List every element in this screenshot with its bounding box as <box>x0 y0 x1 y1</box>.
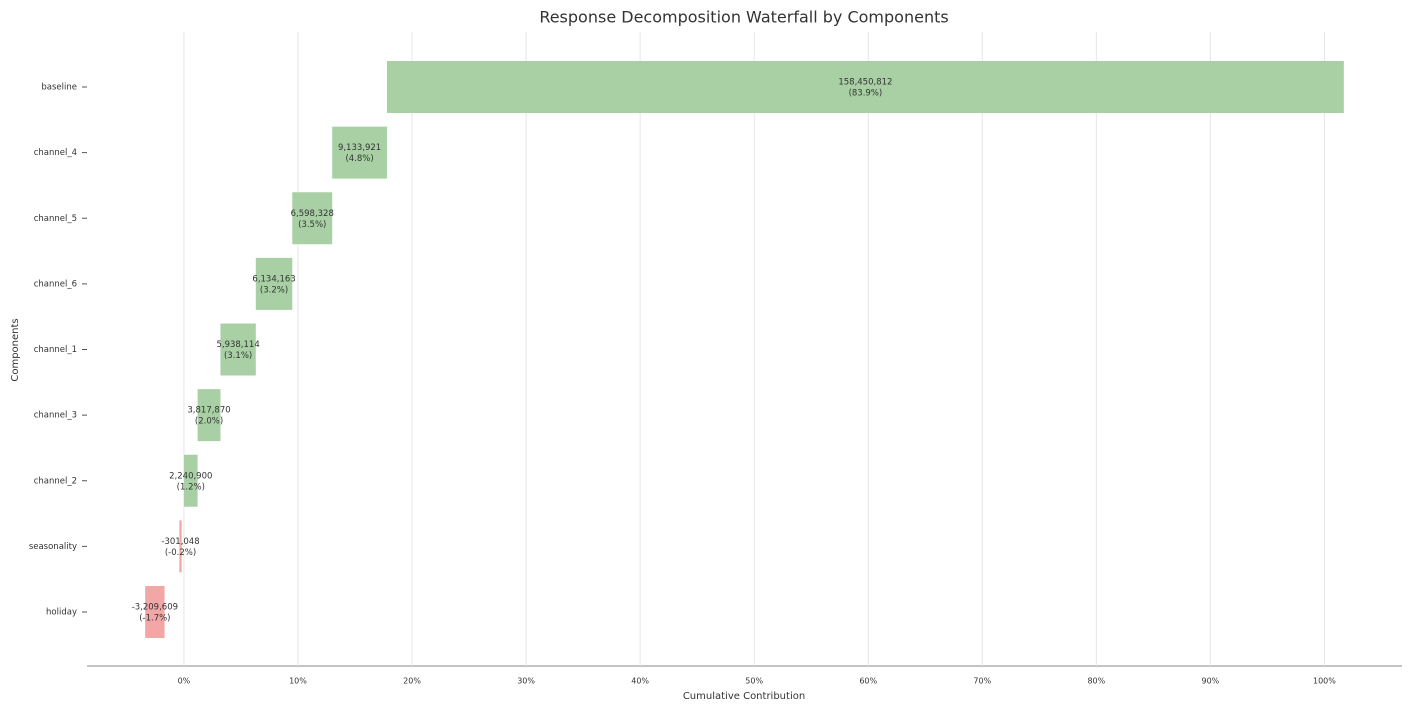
y-tick-label: baseline <box>41 83 77 93</box>
data-label: (3.2%) <box>260 285 288 295</box>
bar <box>145 586 165 638</box>
y-tick-label: channel_5 <box>34 214 77 224</box>
data-label: 5,938,114 <box>216 340 259 350</box>
x-tick-label: 40% <box>631 677 649 686</box>
bar <box>255 257 293 310</box>
x-axis-label: Cumulative Contribution <box>683 691 805 702</box>
data-label: (-1.7%) <box>139 614 170 624</box>
x-tick-label: 50% <box>745 677 763 686</box>
data-label: (83.9%) <box>849 89 883 99</box>
x-tick-label: 70% <box>973 677 991 686</box>
y-tick-label: channel_2 <box>34 476 77 486</box>
x-tick-label: 100% <box>1313 677 1336 686</box>
bar <box>179 520 182 573</box>
y-tick-label: channel_1 <box>34 345 77 355</box>
data-label: (3.1%) <box>224 351 252 361</box>
bar <box>386 61 1344 113</box>
x-tick-label: 90% <box>1202 677 1220 686</box>
data-label: (2.0%) <box>195 417 223 427</box>
data-label: -3,209,609 <box>132 603 178 613</box>
bar <box>332 126 387 179</box>
data-label: 9,133,921 <box>338 143 381 153</box>
data-label: 6,598,328 <box>291 209 334 219</box>
x-tick-label: 20% <box>403 677 421 686</box>
chart-title: Response Decomposition Waterfall by Comp… <box>539 8 948 27</box>
y-tick-label: channel_3 <box>34 411 77 421</box>
bar <box>183 454 198 507</box>
x-tick-label: 80% <box>1087 677 1105 686</box>
x-tick-label: 0% <box>178 677 191 686</box>
data-label: (-0.2%) <box>165 548 196 558</box>
y-axis-label: Components <box>10 318 21 381</box>
y-tick-label: channel_4 <box>34 148 77 158</box>
data-label: (4.8%) <box>345 154 373 164</box>
x-tick-label: 30% <box>517 677 535 686</box>
y-tick-label: seasonality <box>29 542 77 552</box>
bar <box>292 192 333 245</box>
data-label: 3,817,870 <box>187 406 230 416</box>
x-tick-label: 10% <box>289 677 307 686</box>
x-tick-label: 60% <box>859 677 877 686</box>
data-label: 6,134,163 <box>252 274 295 284</box>
y-tick-label: channel_6 <box>34 279 77 289</box>
bar <box>220 323 256 376</box>
data-label: -301,048 <box>161 537 199 547</box>
data-label: 158,450,812 <box>838 78 892 88</box>
data-label: (3.5%) <box>298 220 326 230</box>
data-label: (1.2%) <box>177 482 205 492</box>
data-label: 2,240,900 <box>169 471 212 481</box>
y-tick-label: holiday <box>46 608 77 618</box>
bar <box>197 389 221 442</box>
